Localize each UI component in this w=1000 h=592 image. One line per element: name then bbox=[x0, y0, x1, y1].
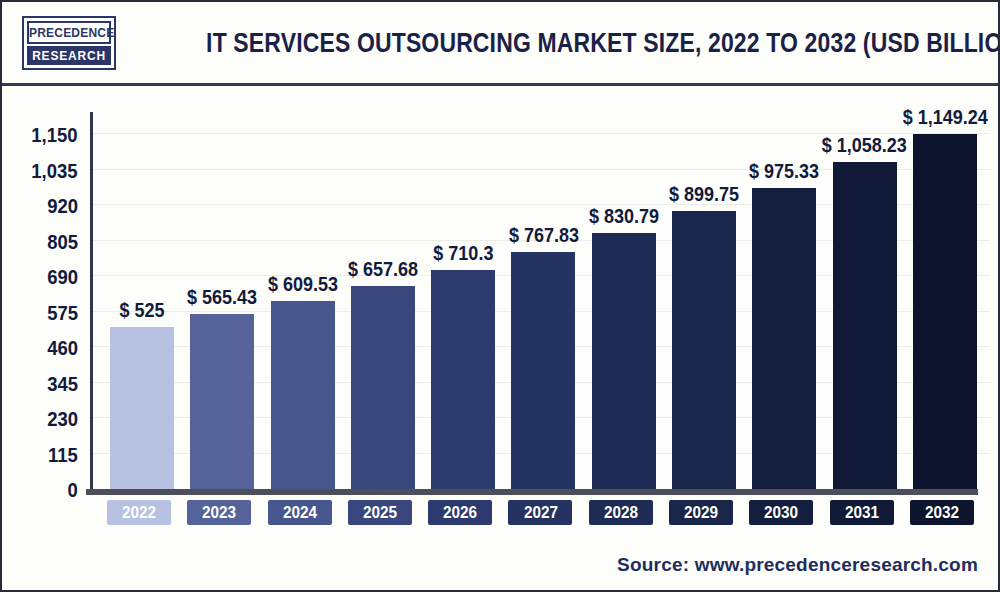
bar-value-label: $ 710.3 bbox=[433, 243, 493, 263]
bar-2023 bbox=[190, 314, 254, 489]
bar-value-label: $ 609.53 bbox=[268, 274, 338, 294]
bar-group-2027: $ 767.83 bbox=[511, 225, 575, 489]
x-label-text: 2030 bbox=[764, 503, 798, 523]
bar-value-label: $ 899.75 bbox=[669, 184, 739, 204]
x-label-text: 2024 bbox=[283, 503, 317, 523]
y-tick-label: 1,150 bbox=[32, 124, 78, 145]
bar-2032 bbox=[913, 134, 977, 489]
y-tick-label: 805 bbox=[47, 230, 78, 251]
x-label-2023: 2023 bbox=[187, 500, 251, 525]
bar-2026 bbox=[431, 270, 495, 489]
y-tick-label: 115 bbox=[48, 443, 78, 464]
x-label-2029: 2029 bbox=[669, 500, 733, 525]
bar-2027 bbox=[511, 252, 575, 489]
bar-group-2023: $ 565.43 bbox=[190, 287, 254, 489]
bar-group-2024: $ 609.53 bbox=[271, 274, 335, 489]
bar-value-label: $ 1,058.23 bbox=[822, 135, 907, 155]
y-tick-label: 690 bbox=[47, 266, 78, 287]
source-credit: Source: www.precedenceresearch.com bbox=[617, 554, 978, 576]
bar-2030 bbox=[752, 188, 816, 489]
bar-group-2030: $ 975.33 bbox=[752, 161, 816, 489]
bar-group-2022: $ 525 bbox=[110, 300, 174, 489]
x-label-2025: 2025 bbox=[348, 500, 412, 525]
x-label-2032: 2032 bbox=[910, 500, 974, 525]
infographic-frame: PRECEDENCE RESEARCH IT SERVICES OUTSOURC… bbox=[0, 0, 1000, 592]
bar-value-label: $ 525 bbox=[119, 300, 164, 320]
chart-title: IT SERVICES OUTSOURCING MARKET SIZE, 202… bbox=[206, 27, 1000, 59]
bar-value-label: $ 975.33 bbox=[749, 161, 819, 181]
x-label-text: 2025 bbox=[363, 503, 397, 523]
x-label-text: 2029 bbox=[684, 503, 718, 523]
bar-2029 bbox=[672, 211, 736, 489]
y-tick-label: 345 bbox=[47, 372, 78, 393]
bar-2022 bbox=[110, 327, 174, 489]
x-axis-line bbox=[86, 489, 978, 495]
x-label-2027: 2027 bbox=[508, 500, 572, 525]
precedence-research-logo: PRECEDENCE RESEARCH bbox=[22, 16, 116, 70]
x-label-2024: 2024 bbox=[268, 500, 332, 525]
x-label-2022: 2022 bbox=[107, 500, 171, 525]
bar-value-label: $ 1,149.24 bbox=[902, 107, 987, 127]
y-tick-label: 460 bbox=[47, 337, 78, 358]
bar-series: $ 525 $ 565.43 $ 609.53 $ 657.68 $ 710.3 $ 76… bbox=[110, 72, 977, 489]
logo-line-precedence: PRECEDENCE bbox=[27, 21, 111, 44]
x-label-2030: 2030 bbox=[749, 500, 813, 525]
bar-group-2031: $ 1,058.23 bbox=[833, 135, 897, 489]
bar-value-label: $ 565.43 bbox=[187, 287, 257, 307]
bar-2024 bbox=[271, 301, 335, 489]
logo-line-research: RESEARCH bbox=[27, 46, 111, 65]
bar-group-2026: $ 710.3 bbox=[431, 243, 495, 489]
x-label-text: 2022 bbox=[122, 503, 156, 523]
bar-group-2029: $ 899.75 bbox=[672, 184, 736, 489]
bar-2028 bbox=[592, 233, 656, 489]
bar-value-label: $ 657.68 bbox=[348, 259, 418, 279]
x-label-text: 2028 bbox=[604, 503, 638, 523]
x-label-text: 2032 bbox=[925, 503, 959, 523]
bar-group-2032: $ 1,149.24 bbox=[913, 107, 977, 489]
bar-group-2028: $ 830.79 bbox=[592, 206, 656, 489]
x-label-text: 2023 bbox=[202, 503, 236, 523]
x-label-2026: 2026 bbox=[428, 500, 492, 525]
bar-value-label: $ 767.83 bbox=[508, 225, 578, 245]
y-tick-label: 920 bbox=[47, 195, 78, 216]
x-label-2031: 2031 bbox=[830, 500, 894, 525]
bar-2031 bbox=[833, 162, 897, 489]
bar-value-label: $ 830.79 bbox=[589, 206, 659, 226]
y-tick-label: 575 bbox=[47, 301, 78, 322]
plot-area: $ 525 $ 565.43 $ 609.53 $ 657.68 $ 710.3 $ 76… bbox=[90, 112, 990, 489]
y-tick-label: 0 bbox=[68, 479, 78, 500]
bar-group-2025: $ 657.68 bbox=[351, 259, 415, 489]
chart-region: 0 115 230 345 460 575 690 805 920 1,035 1,150 $ 52… bbox=[2, 86, 998, 590]
x-label-2028: 2028 bbox=[589, 500, 653, 525]
y-tick-label: 230 bbox=[47, 408, 78, 429]
y-tick-label: 1,035 bbox=[32, 159, 78, 180]
bar-2025 bbox=[351, 286, 415, 489]
x-label-text: 2031 bbox=[845, 503, 879, 523]
x-axis-labels: 2022 2023 2024 2025 2026 2027 2028 2029 2030 2031… bbox=[107, 500, 974, 525]
x-label-text: 2027 bbox=[523, 503, 557, 523]
y-axis-labels: 01152303454605756908059201,0351,150 bbox=[2, 112, 78, 489]
x-label-text: 2026 bbox=[443, 503, 477, 523]
